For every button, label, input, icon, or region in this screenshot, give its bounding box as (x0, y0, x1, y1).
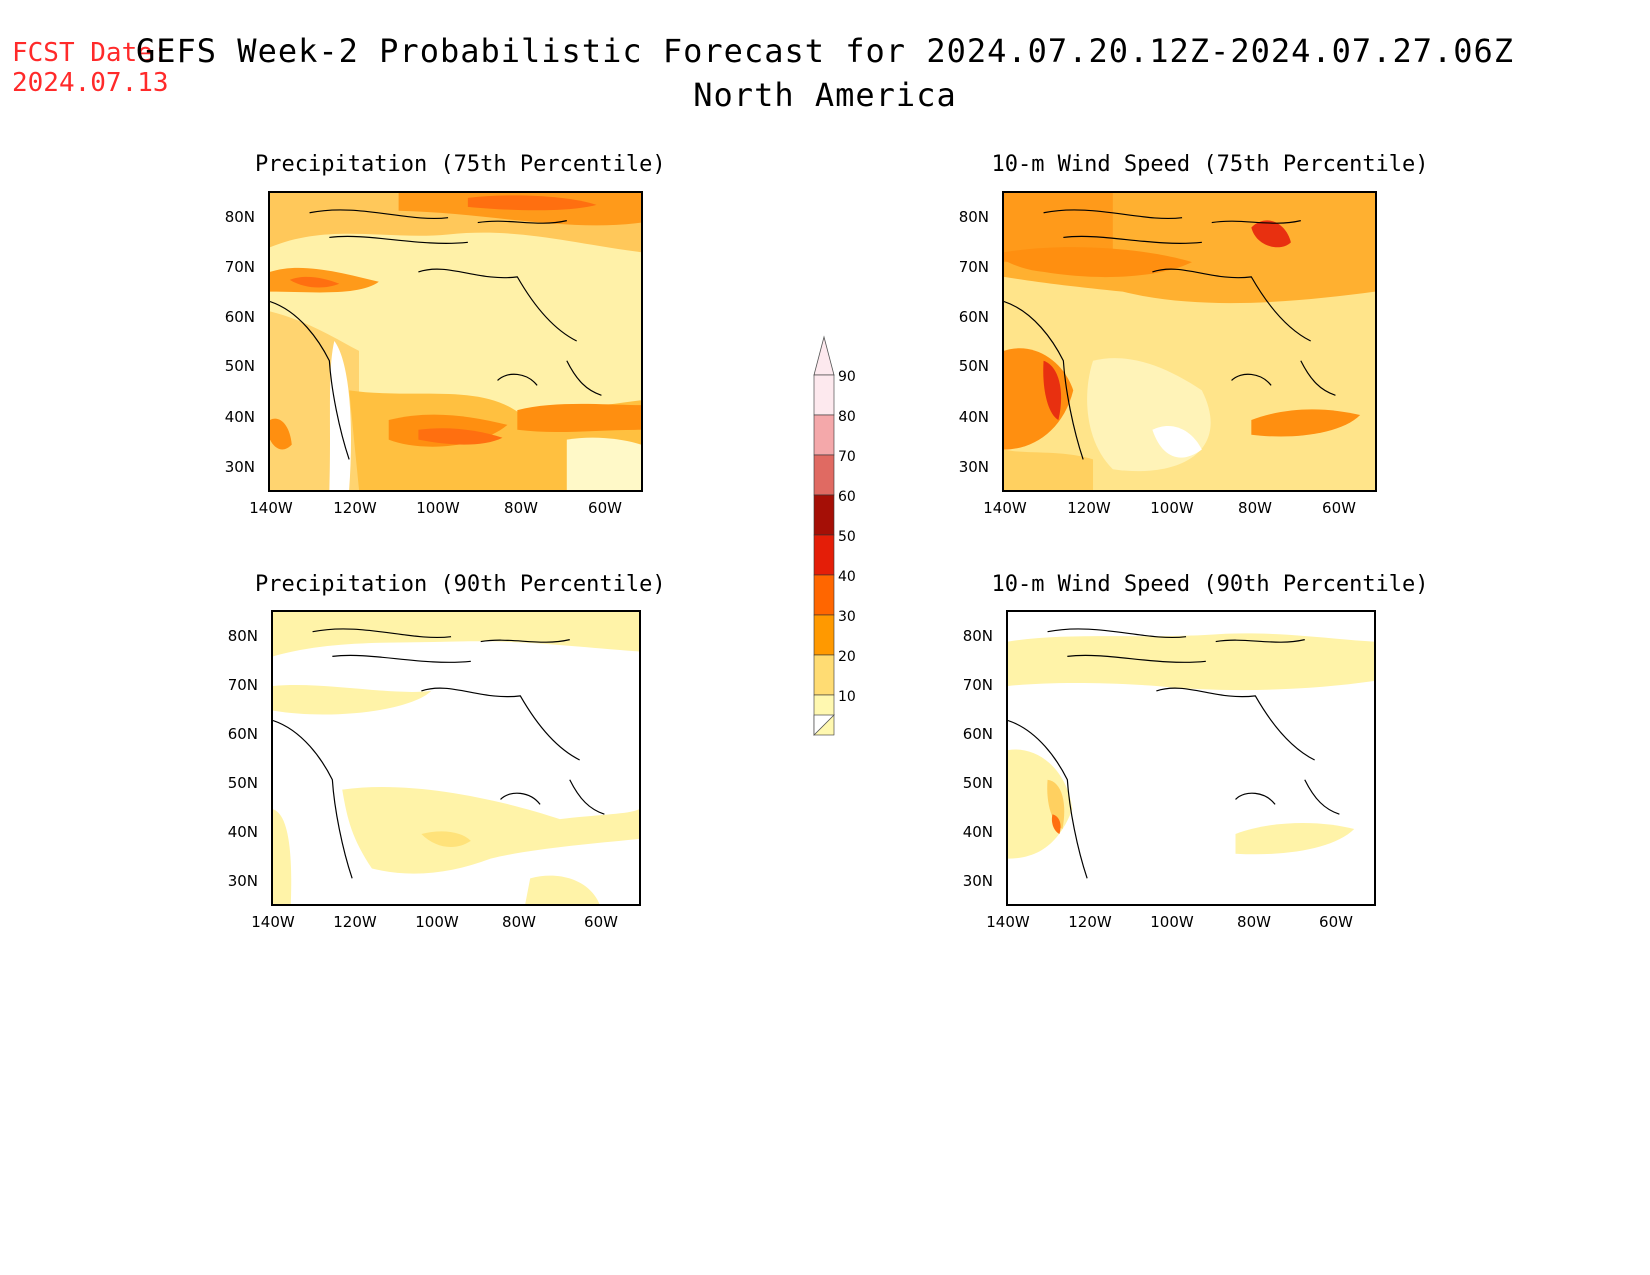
lon-label: 80W (1238, 499, 1272, 517)
lat-label: 40N (962, 823, 993, 841)
colorbar-label: 90 (838, 369, 856, 385)
lon-label: 100W (1150, 499, 1194, 517)
lat-label: 40N (958, 408, 989, 426)
lon-label: 120W (333, 913, 377, 931)
lon-label: 60W (584, 913, 618, 931)
colorbar-swatch (813, 654, 835, 696)
lon-label: 120W (1068, 913, 1112, 931)
lat-label: 40N (224, 408, 255, 426)
lat-label: 60N (227, 725, 258, 743)
colorbar-label: 80 (838, 409, 856, 425)
lat-label: 50N (224, 357, 255, 375)
map-wind-75-field (1004, 193, 1375, 490)
lon-label: 140W (986, 913, 1030, 931)
map-precip-90-field (273, 612, 639, 904)
map-precip-90 (271, 610, 641, 906)
colorbar (810, 335, 850, 740)
colorbar-swatches (813, 335, 835, 736)
forecast-date-label: FCST Date: (12, 38, 169, 68)
map-wind-90 (1006, 610, 1376, 906)
lat-label: 80N (224, 208, 255, 226)
lon-label: 100W (416, 499, 460, 517)
lon-label: 80W (504, 499, 538, 517)
lon-label: 100W (1150, 913, 1194, 931)
colorbar-label: 10 (838, 689, 856, 705)
lat-label: 80N (227, 627, 258, 645)
colorbar-label: 40 (838, 569, 856, 585)
lat-label: 80N (962, 627, 993, 645)
colorbar-top-extension (813, 335, 835, 376)
map-wind-75 (1002, 191, 1377, 492)
lat-label: 30N (227, 872, 258, 890)
lon-label: 140W (249, 499, 293, 517)
lat-label: 40N (227, 823, 258, 841)
colorbar-label: 70 (838, 449, 856, 465)
page-title: GEFS Week-2 Probabilistic Forecast for 2… (135, 32, 1515, 70)
lat-label: 50N (227, 774, 258, 792)
lat-label: 70N (227, 676, 258, 694)
lon-label: 120W (333, 499, 377, 517)
panel-title-precip-75: Precipitation (75th Percentile) (255, 152, 666, 177)
lat-label: 70N (958, 258, 989, 276)
lon-label: 140W (983, 499, 1027, 517)
colorbar-swatch (813, 414, 835, 456)
lat-label: 70N (224, 258, 255, 276)
lat-label: 60N (962, 725, 993, 743)
panel-title-wind-90: 10-m Wind Speed (90th Percentile) (991, 572, 1429, 597)
lat-label: 50N (958, 357, 989, 375)
colorbar-label: 20 (838, 649, 856, 665)
lat-label: 60N (224, 308, 255, 326)
colorbar-swatch (813, 534, 835, 576)
lat-label: 30N (962, 872, 993, 890)
colorbar-label: 50 (838, 529, 856, 545)
colorbar-swatch (813, 494, 835, 536)
lat-label: 30N (958, 458, 989, 476)
map-wind-90-field (1008, 612, 1374, 904)
lon-label: 100W (415, 913, 459, 931)
lon-label: 60W (1322, 499, 1356, 517)
colorbar-swatch (813, 574, 835, 616)
lon-label: 120W (1067, 499, 1111, 517)
map-precip-75-field (270, 193, 641, 490)
lon-label: 60W (1319, 913, 1353, 931)
forecast-date-block: FCST Date: 2024.07.13 (12, 38, 169, 98)
colorbar-label: 60 (838, 489, 856, 505)
colorbar-swatch (813, 614, 835, 656)
panel-title-wind-75: 10-m Wind Speed (75th Percentile) (991, 152, 1429, 177)
lon-label: 60W (588, 499, 622, 517)
colorbar-label: 30 (838, 609, 856, 625)
lat-label: 70N (962, 676, 993, 694)
lon-label: 80W (1237, 913, 1271, 931)
lat-label: 30N (224, 458, 255, 476)
region-subtitle: North America (693, 76, 957, 114)
forecast-date-value: 2024.07.13 (12, 68, 169, 98)
lat-label: 80N (958, 208, 989, 226)
map-precip-75 (268, 191, 643, 492)
lat-label: 50N (962, 774, 993, 792)
lon-label: 80W (502, 913, 536, 931)
lon-label: 140W (251, 913, 295, 931)
panel-title-precip-90: Precipitation (90th Percentile) (255, 572, 666, 597)
lat-label: 60N (958, 308, 989, 326)
colorbar-bottom-extension (813, 714, 835, 736)
colorbar-swatch (813, 374, 835, 416)
colorbar-swatch (813, 454, 835, 496)
